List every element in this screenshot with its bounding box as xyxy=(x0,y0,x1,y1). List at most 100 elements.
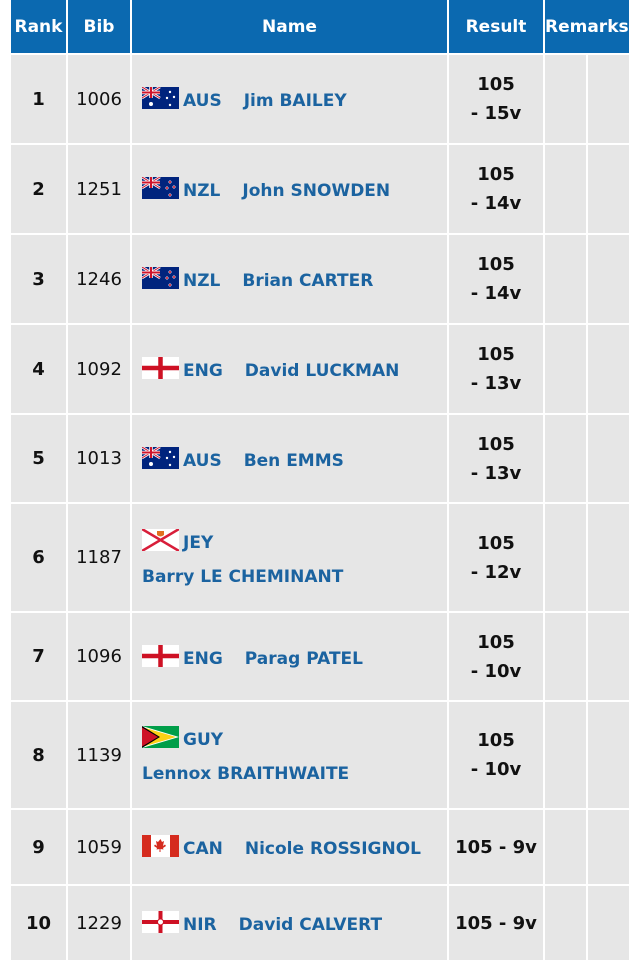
result-cell: 105 - 10v xyxy=(447,700,545,810)
result-line: 105 - 9v xyxy=(455,912,537,934)
remarks-cell-extra xyxy=(585,413,631,504)
canada-flag-icon xyxy=(142,835,179,857)
table-row[interactable]: 3 1246 NZL Brian CARTER 105 - 14v xyxy=(9,233,631,325)
result-line: - 14v xyxy=(470,283,522,304)
header-name[interactable]: Name xyxy=(130,0,449,55)
result-cell: 105 - 9v xyxy=(447,808,545,886)
athlete-name[interactable]: Barry LE CHEMINANT xyxy=(142,566,344,587)
bib-cell: 1187 xyxy=(66,502,132,613)
result-line: - 13v xyxy=(470,462,522,484)
results-body: 1 1006 AUS Jim BAILEY 105- 15v 2 1251 NZL… xyxy=(9,53,631,962)
result-line: - 14v xyxy=(470,193,522,214)
country-code: JEY xyxy=(183,532,214,553)
name-cell: JEY Barry LE CHEMINANT xyxy=(130,502,449,613)
table-row[interactable]: 7 1096 ENG Parag PATEL 105 - 10v xyxy=(9,611,631,702)
table-row[interactable]: 1 1006 AUS Jim BAILEY 105 - 15v xyxy=(9,53,631,145)
remarks-cell-extra xyxy=(585,143,631,235)
athlete-name[interactable]: Nicole ROSSIGNOL xyxy=(244,839,422,859)
name-cell: ENG David LUCKMAN xyxy=(130,323,449,415)
result-line: 105 xyxy=(477,74,515,95)
name-cell: NZL John SNOWDEN xyxy=(130,143,449,235)
rank-cell: 3 xyxy=(9,233,68,325)
england-flag-icon xyxy=(142,644,179,667)
athlete-name[interactable]: Jim BAILEY xyxy=(243,91,347,111)
result-line: 105 - 9v xyxy=(455,836,537,858)
header-row: Rank Bib Name Result Remarks xyxy=(9,0,631,55)
remarks-cell xyxy=(543,808,588,886)
athlete-name[interactable]: Ben EMMS xyxy=(243,450,344,471)
remarks-cell-extra xyxy=(585,53,631,145)
bib-cell: 1251 xyxy=(66,143,132,235)
name-cell: GUY Lennox BRAITHWAITE xyxy=(130,700,449,810)
australia-flag-icon xyxy=(142,87,179,109)
name-cell: AUS Ben EMMS xyxy=(130,413,449,504)
result-line: - 15v xyxy=(470,103,522,124)
rank-cell: 8 xyxy=(9,700,68,810)
result-cell: 105 - 14v xyxy=(447,233,545,325)
athlete-name[interactable]: John SNOWDEN xyxy=(242,181,391,201)
rank-cell: 9 xyxy=(9,808,68,886)
remarks-cell-extra xyxy=(585,611,631,702)
table-row[interactable]: 8 1139 GUY Lennox BRAITHWAITE 105 - 10v xyxy=(9,700,631,810)
result-cell: 105 - 13v xyxy=(447,413,545,504)
bib-cell: 1006 xyxy=(66,53,132,145)
bib-cell: 1096 xyxy=(66,611,132,702)
country-code: GUY xyxy=(183,730,224,750)
results-table: Rank Bib Name Result Remarks 1 1006 AUS J… xyxy=(9,0,631,962)
result-line: 105 xyxy=(477,254,515,275)
table-row[interactable]: 10 1229 NIR David CALVERT 105 - 9v xyxy=(9,884,631,962)
athlete-name[interactable]: Parag PATEL xyxy=(244,648,363,669)
country-code: NZL xyxy=(183,181,221,201)
remarks-cell xyxy=(543,502,588,613)
result-line: 105 xyxy=(477,631,515,653)
bib-cell: 1139 xyxy=(66,700,132,810)
table-row[interactable]: 5 1013 AUS Ben EMMS 105 - 13v xyxy=(9,413,631,504)
result-line: 105 xyxy=(477,344,515,365)
result-cell: 105 - 12v xyxy=(447,502,545,613)
header-rank[interactable]: Rank xyxy=(9,0,68,55)
remarks-cell-extra xyxy=(585,323,631,415)
guyana-flag-icon xyxy=(142,726,179,748)
rank-cell: 10 xyxy=(9,884,68,962)
rank-cell: 6 xyxy=(9,502,68,613)
table-row[interactable]: 2 1251 NZL John SNOWDEN 105 - 14v xyxy=(9,143,631,235)
remarks-cell xyxy=(543,413,588,504)
country-code: NIR xyxy=(183,915,217,935)
country-code: AUS xyxy=(183,450,222,471)
athlete-name[interactable]: David CALVERT xyxy=(238,915,383,935)
bib-cell: 1092 xyxy=(66,323,132,415)
result-line: - 12v xyxy=(470,561,522,583)
result-cell: 105 - 13v xyxy=(447,323,545,415)
name-cell: NIR David CALVERT xyxy=(130,884,449,962)
remarks-cell xyxy=(543,884,588,962)
result-line: 105 xyxy=(477,532,515,554)
remarks-cell-extra xyxy=(585,233,631,325)
bib-cell: 1013 xyxy=(66,413,132,504)
bib-cell: 1229 xyxy=(66,884,132,962)
remarks-cell xyxy=(543,700,588,810)
header-result[interactable]: Result xyxy=(447,0,545,55)
remarks-cell-extra xyxy=(585,502,631,613)
remarks-cell xyxy=(543,233,588,325)
name-cell: ENG Parag PATEL xyxy=(130,611,449,702)
result-line: 105 xyxy=(477,730,515,751)
bib-cell: 1246 xyxy=(66,233,132,325)
table-row[interactable]: 4 1092 ENG David LUCKMAN 105 - 13v xyxy=(9,323,631,415)
remarks-cell xyxy=(543,611,588,702)
athlete-name[interactable]: David LUCKMAN xyxy=(244,361,400,381)
header-remarks[interactable]: Remarks xyxy=(543,0,631,55)
athlete-name[interactable]: Lennox BRAITHWAITE xyxy=(142,764,350,784)
header-bib[interactable]: Bib xyxy=(66,0,132,55)
table-row[interactable]: 6 1187 JEY Barry LE CHEMINANT 105 - 12v xyxy=(9,502,631,613)
new-zealand-flag-icon xyxy=(142,177,179,199)
england-flag-icon xyxy=(142,357,179,379)
country-code: CAN xyxy=(183,839,223,859)
table-row[interactable]: 9 1059 CAN Nicole ROSSIGNOL 105 - 9v xyxy=(9,808,631,886)
country-code: NZL xyxy=(183,271,221,291)
australia-flag-icon xyxy=(142,446,179,469)
country-code: ENG xyxy=(183,648,223,669)
bib-cell: 1059 xyxy=(66,808,132,886)
result-line: - 10v xyxy=(470,660,522,682)
athlete-name[interactable]: Brian CARTER xyxy=(242,271,374,291)
result-cell: 105 - 15v xyxy=(447,53,545,145)
